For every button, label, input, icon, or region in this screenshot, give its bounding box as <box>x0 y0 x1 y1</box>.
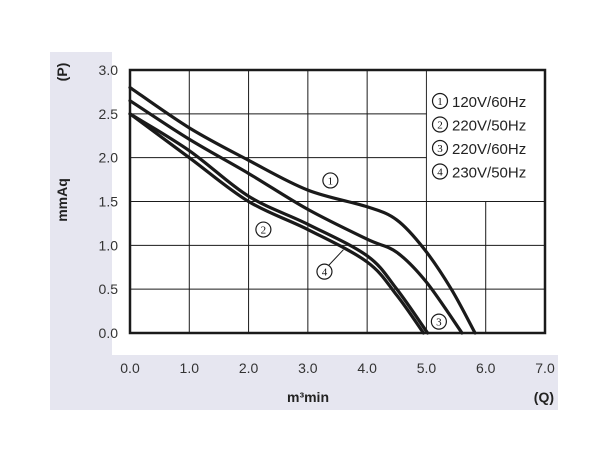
legend-marker-3-circle <box>431 139 449 157</box>
y-axis-label: mmAq <box>54 178 70 222</box>
series-line-4 <box>128 112 430 335</box>
x-tick-label: 5.0 <box>417 360 437 376</box>
plot-border <box>128 68 547 335</box>
legend-marker-1-circle <box>431 92 449 110</box>
series-marker-4-number: 4 <box>322 267 328 279</box>
legend-marker-1-number: 1 <box>437 96 443 108</box>
series-line-3 <box>128 99 464 335</box>
y-tick-label: 2.0 <box>99 150 119 166</box>
legend-marker-4-number: 4 <box>437 167 443 179</box>
legend-marker-3-number: 3 <box>437 143 443 155</box>
axis-background-band <box>50 52 558 410</box>
x-tick-label: 6.0 <box>476 360 496 376</box>
y-tick-label: 1.0 <box>99 237 119 253</box>
legend-label: 230V/50Hz <box>452 165 526 182</box>
x-tick-label: 2.0 <box>239 360 259 376</box>
y-tick-label: 3.0 <box>99 62 119 78</box>
y-tick-label: 1.5 <box>99 194 119 210</box>
x-axis-unit: (Q) <box>534 389 554 405</box>
legend-marker-2-circle <box>431 116 449 133</box>
y-tick-label: 0.5 <box>99 281 119 297</box>
curves: 1 2 3 4 <box>128 85 477 335</box>
series-line-2 <box>128 112 426 335</box>
series-line-1 <box>128 85 477 335</box>
legend-marker-2-number: 2 <box>437 120 443 132</box>
x-tick-label: 1.0 <box>180 360 200 376</box>
x-tick-label: 4.0 <box>357 360 377 376</box>
x-axis-label: m³min <box>287 389 329 405</box>
legend-label: 220V/60Hz <box>452 141 526 158</box>
series-marker-1-circle <box>322 172 339 189</box>
series-marker-1-number: 1 <box>328 175 334 187</box>
x-tick-label: 3.0 <box>298 360 318 376</box>
series-marker-3-number: 3 <box>436 317 442 329</box>
y-tick-label: 2.5 <box>99 106 119 122</box>
legend-background <box>426 70 546 201</box>
series-leader-line <box>328 249 344 266</box>
series-marker-3-circle <box>430 313 447 330</box>
x-tick-labels: 0.0 1.0 2.0 3.0 4.0 5.0 6.0 7.0 <box>120 360 555 376</box>
series-marker-4-circle <box>316 263 333 280</box>
legend-marker-4-circle <box>431 163 449 180</box>
legend-label: 120V/60Hz <box>452 94 526 111</box>
y-tick-label: 0.0 <box>99 325 119 341</box>
y-tick-labels: 0.0 0.5 1.0 1.5 2.0 2.5 3.0 <box>99 62 119 341</box>
x-tick-label: 7.0 <box>535 360 555 376</box>
series-marker-2-circle <box>255 221 272 238</box>
legend: 1 120V/60Hz 2 220V/50Hz 3 220V/60Hz 4 230V/50Hz <box>431 92 526 182</box>
y-axis-unit: (P) <box>54 63 70 82</box>
legend-label: 220V/50Hz <box>452 118 526 135</box>
series-marker-2-number: 2 <box>261 225 267 237</box>
x-tick-label: 0.0 <box>120 360 140 376</box>
